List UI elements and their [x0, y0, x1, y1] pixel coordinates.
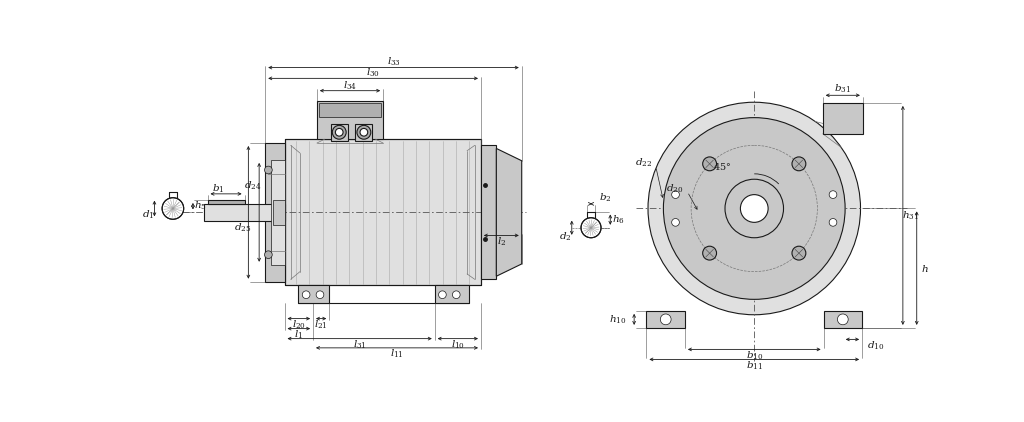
- Bar: [265, 143, 285, 281]
- Text: $l_{21}$: $l_{21}$: [314, 319, 328, 331]
- Text: $l_{31}$: $l_{31}$: [353, 338, 367, 351]
- Text: $l_2$: $l_2$: [497, 235, 506, 248]
- Bar: [331, 124, 348, 141]
- Bar: [208, 200, 245, 204]
- Text: $l_{11}$: $l_{11}$: [390, 348, 403, 360]
- Circle shape: [792, 246, 806, 260]
- Bar: [355, 124, 373, 141]
- Polygon shape: [497, 149, 521, 276]
- Circle shape: [664, 118, 845, 299]
- Circle shape: [740, 195, 768, 222]
- Bar: [823, 311, 862, 328]
- Text: $h_6$: $h_6$: [611, 214, 625, 226]
- Text: $h_5$: $h_5$: [195, 200, 207, 212]
- Text: $l_{10}$: $l_{10}$: [451, 338, 465, 351]
- Text: $l_{34}$: $l_{34}$: [343, 79, 357, 92]
- Text: $b_{10}$: $b_{10}$: [745, 349, 763, 362]
- Circle shape: [648, 102, 860, 315]
- Circle shape: [438, 291, 446, 299]
- Circle shape: [838, 314, 848, 325]
- Text: $d_{24}$: $d_{24}$: [245, 179, 262, 192]
- Bar: [481, 145, 497, 279]
- Circle shape: [360, 128, 368, 136]
- Circle shape: [162, 198, 183, 219]
- Bar: [316, 101, 383, 139]
- Circle shape: [702, 157, 717, 171]
- Text: $h$: $h$: [921, 262, 929, 273]
- Circle shape: [672, 219, 679, 226]
- Text: $l_{30}$: $l_{30}$: [366, 67, 380, 79]
- Bar: [823, 103, 863, 134]
- Bar: [273, 200, 285, 225]
- Text: $45°$: $45°$: [713, 161, 731, 172]
- Bar: [271, 160, 285, 265]
- Bar: [646, 311, 685, 328]
- Circle shape: [264, 166, 272, 174]
- Text: $d_{22}$: $d_{22}$: [635, 156, 652, 168]
- Bar: [285, 139, 481, 286]
- Bar: [319, 103, 381, 117]
- Bar: [298, 286, 330, 303]
- Circle shape: [453, 291, 460, 299]
- Circle shape: [829, 191, 837, 198]
- Circle shape: [792, 157, 806, 171]
- Text: $b_{31}$: $b_{31}$: [835, 83, 851, 95]
- Text: $d_{25}$: $d_{25}$: [233, 222, 251, 234]
- Circle shape: [702, 246, 717, 260]
- Circle shape: [672, 191, 679, 198]
- Text: $d_{20}$: $d_{20}$: [666, 183, 683, 195]
- Text: $b_{11}$: $b_{11}$: [745, 359, 763, 372]
- Bar: [435, 286, 469, 303]
- Text: $d_{10}$: $d_{10}$: [866, 339, 884, 352]
- Bar: [204, 204, 285, 221]
- Text: $b_2$: $b_2$: [599, 192, 611, 204]
- Circle shape: [581, 218, 601, 238]
- Circle shape: [302, 291, 310, 299]
- Circle shape: [829, 219, 837, 226]
- Text: $h_{31}$: $h_{31}$: [902, 209, 920, 222]
- Circle shape: [333, 125, 346, 139]
- Circle shape: [336, 128, 343, 136]
- Circle shape: [725, 179, 783, 238]
- Text: $d_2$: $d_2$: [559, 231, 571, 243]
- Text: $b_1$: $b_1$: [212, 182, 224, 195]
- Text: $d_1$: $d_1$: [142, 208, 155, 221]
- Circle shape: [316, 291, 324, 299]
- Text: $l_{33}$: $l_{33}$: [386, 56, 400, 68]
- Text: $l_{20}$: $l_{20}$: [292, 319, 306, 331]
- Circle shape: [357, 125, 371, 139]
- Circle shape: [264, 251, 272, 259]
- Circle shape: [660, 314, 671, 325]
- Text: $l_1$: $l_1$: [294, 328, 303, 341]
- Text: $h_{10}$: $h_{10}$: [609, 313, 627, 326]
